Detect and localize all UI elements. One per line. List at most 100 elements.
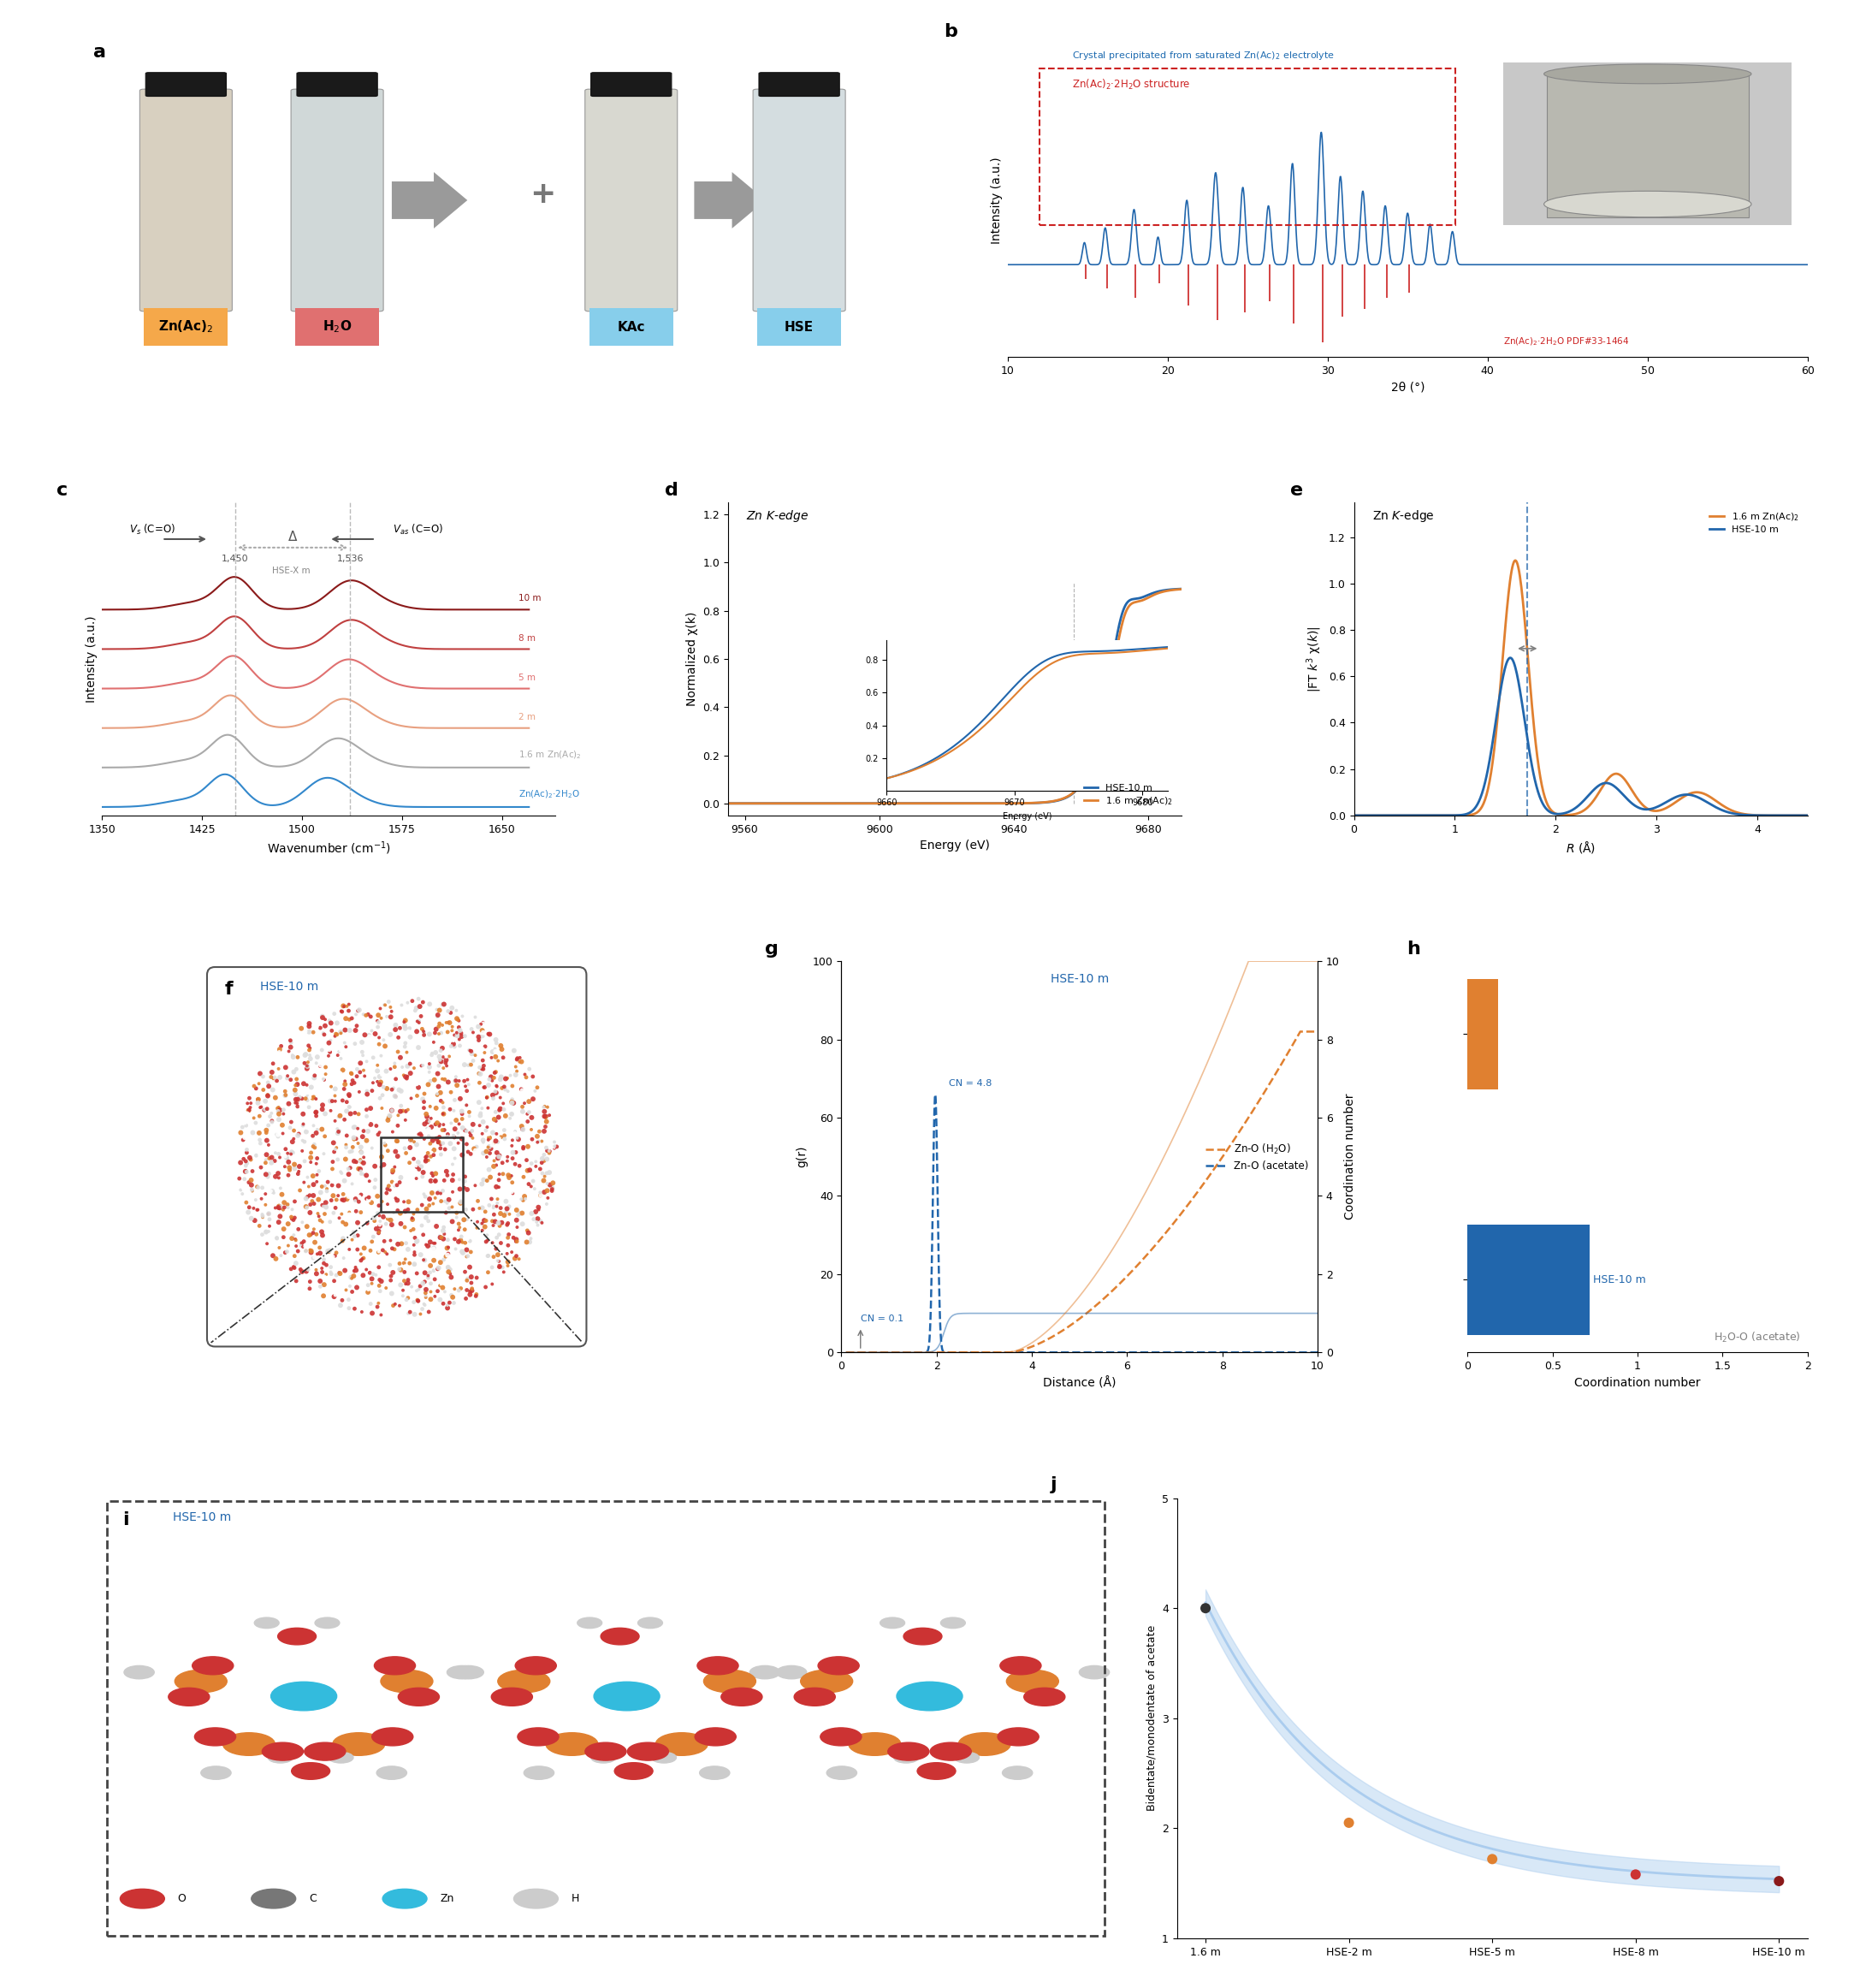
Point bbox=[426, 1133, 456, 1165]
Point bbox=[454, 1050, 484, 1081]
Point bbox=[447, 1097, 476, 1129]
Point bbox=[404, 1032, 434, 1064]
Point bbox=[439, 1095, 469, 1127]
Point bbox=[432, 1155, 462, 1187]
Text: Zn(Ac)$_2$·2H$_2$O: Zn(Ac)$_2$·2H$_2$O bbox=[519, 789, 580, 801]
FancyBboxPatch shape bbox=[753, 89, 845, 312]
Point bbox=[315, 1207, 345, 1239]
Point bbox=[436, 1258, 465, 1290]
Point bbox=[465, 1022, 495, 1054]
Point bbox=[298, 1119, 328, 1151]
Point bbox=[389, 1256, 419, 1288]
Point bbox=[343, 1254, 373, 1286]
Point bbox=[497, 1083, 527, 1115]
Point bbox=[386, 1290, 415, 1322]
Point bbox=[373, 1074, 402, 1105]
Point bbox=[326, 1199, 356, 1231]
Point bbox=[274, 1087, 304, 1119]
Point bbox=[310, 1097, 339, 1129]
HSE-10 m bbox=[1548, 801, 1570, 825]
Point bbox=[527, 1179, 556, 1211]
Point bbox=[486, 1093, 515, 1125]
Point bbox=[386, 1076, 415, 1107]
Point bbox=[341, 1060, 371, 1091]
1.6 m Zn(Ac)$_2$ bbox=[1504, 549, 1526, 573]
Point bbox=[469, 1163, 499, 1195]
Point bbox=[341, 1014, 371, 1046]
Point bbox=[373, 1189, 402, 1221]
Point bbox=[256, 1097, 286, 1129]
Point bbox=[408, 1244, 438, 1276]
Point bbox=[389, 1030, 419, 1062]
Point bbox=[317, 1145, 347, 1177]
Point bbox=[363, 1197, 393, 1229]
Point bbox=[432, 1042, 462, 1074]
Point bbox=[311, 1258, 341, 1290]
Point bbox=[260, 1145, 289, 1177]
Point bbox=[502, 1131, 532, 1163]
Point bbox=[326, 1185, 356, 1217]
Circle shape bbox=[614, 1763, 653, 1779]
HSE-10 m bbox=[745, 791, 768, 815]
Point bbox=[304, 1233, 334, 1264]
Point bbox=[443, 1004, 473, 1036]
Point bbox=[358, 1258, 387, 1290]
Point bbox=[306, 1050, 336, 1081]
Point bbox=[334, 1197, 363, 1229]
Point bbox=[376, 992, 406, 1024]
Point bbox=[532, 1167, 562, 1199]
Point bbox=[343, 1219, 373, 1250]
Point bbox=[473, 1123, 502, 1155]
Point bbox=[495, 1030, 525, 1062]
Point bbox=[419, 1244, 449, 1276]
Point bbox=[425, 1050, 454, 1081]
Point bbox=[406, 1117, 436, 1149]
Point bbox=[302, 1147, 332, 1179]
1.6 m Zn(Ac)$_2$ bbox=[1548, 803, 1570, 827]
Point bbox=[295, 1197, 324, 1229]
Point bbox=[421, 1109, 451, 1141]
Point bbox=[436, 1127, 465, 1159]
Point bbox=[284, 1151, 313, 1183]
Point bbox=[458, 1016, 488, 1048]
Point bbox=[491, 1197, 521, 1229]
Point bbox=[293, 1111, 323, 1143]
Point bbox=[345, 1143, 375, 1175]
Point bbox=[473, 1081, 502, 1113]
HSE-10 m bbox=[1611, 781, 1633, 805]
Point bbox=[454, 1225, 484, 1256]
Circle shape bbox=[252, 1889, 297, 1908]
Point bbox=[456, 1276, 486, 1308]
Point bbox=[458, 1121, 488, 1153]
Point bbox=[334, 1159, 363, 1191]
Point bbox=[432, 1288, 462, 1320]
Point bbox=[298, 1161, 328, 1193]
Point bbox=[421, 1036, 451, 1068]
Point bbox=[473, 1225, 502, 1256]
Point bbox=[380, 1171, 410, 1203]
Point bbox=[360, 1231, 389, 1262]
Point bbox=[334, 1292, 363, 1324]
Point bbox=[315, 1036, 345, 1068]
Point bbox=[271, 1133, 300, 1165]
Point bbox=[397, 1125, 426, 1157]
Point bbox=[297, 1072, 326, 1103]
Point bbox=[297, 1185, 326, 1217]
Point bbox=[245, 1127, 274, 1159]
Point bbox=[250, 1179, 280, 1211]
Point bbox=[402, 1284, 432, 1316]
Point bbox=[445, 1187, 475, 1219]
Point bbox=[495, 1191, 525, 1223]
Point bbox=[250, 1147, 280, 1179]
Point bbox=[428, 1244, 458, 1276]
Point bbox=[493, 1062, 523, 1093]
Point bbox=[391, 1103, 421, 1135]
Point bbox=[540, 1133, 569, 1165]
Point bbox=[519, 1165, 549, 1197]
Point bbox=[345, 1048, 375, 1079]
Point bbox=[460, 1133, 489, 1165]
Point bbox=[360, 1018, 389, 1050]
Point bbox=[397, 1203, 426, 1235]
Point bbox=[286, 1175, 315, 1207]
Point bbox=[452, 1235, 482, 1266]
